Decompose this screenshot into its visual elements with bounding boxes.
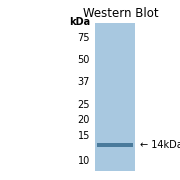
Text: 25: 25 — [78, 100, 90, 110]
Text: Western Blot: Western Blot — [83, 7, 158, 20]
Text: 75: 75 — [78, 33, 90, 43]
Text: 50: 50 — [78, 55, 90, 65]
Bar — [95, 23, 135, 171]
Text: 10: 10 — [78, 156, 90, 166]
Bar — [97, 143, 133, 147]
Text: 15: 15 — [78, 131, 90, 141]
Text: 20: 20 — [78, 115, 90, 125]
Text: 37: 37 — [78, 77, 90, 87]
Text: ← 14kDa: ← 14kDa — [140, 140, 180, 150]
Text: kDa: kDa — [69, 17, 90, 27]
